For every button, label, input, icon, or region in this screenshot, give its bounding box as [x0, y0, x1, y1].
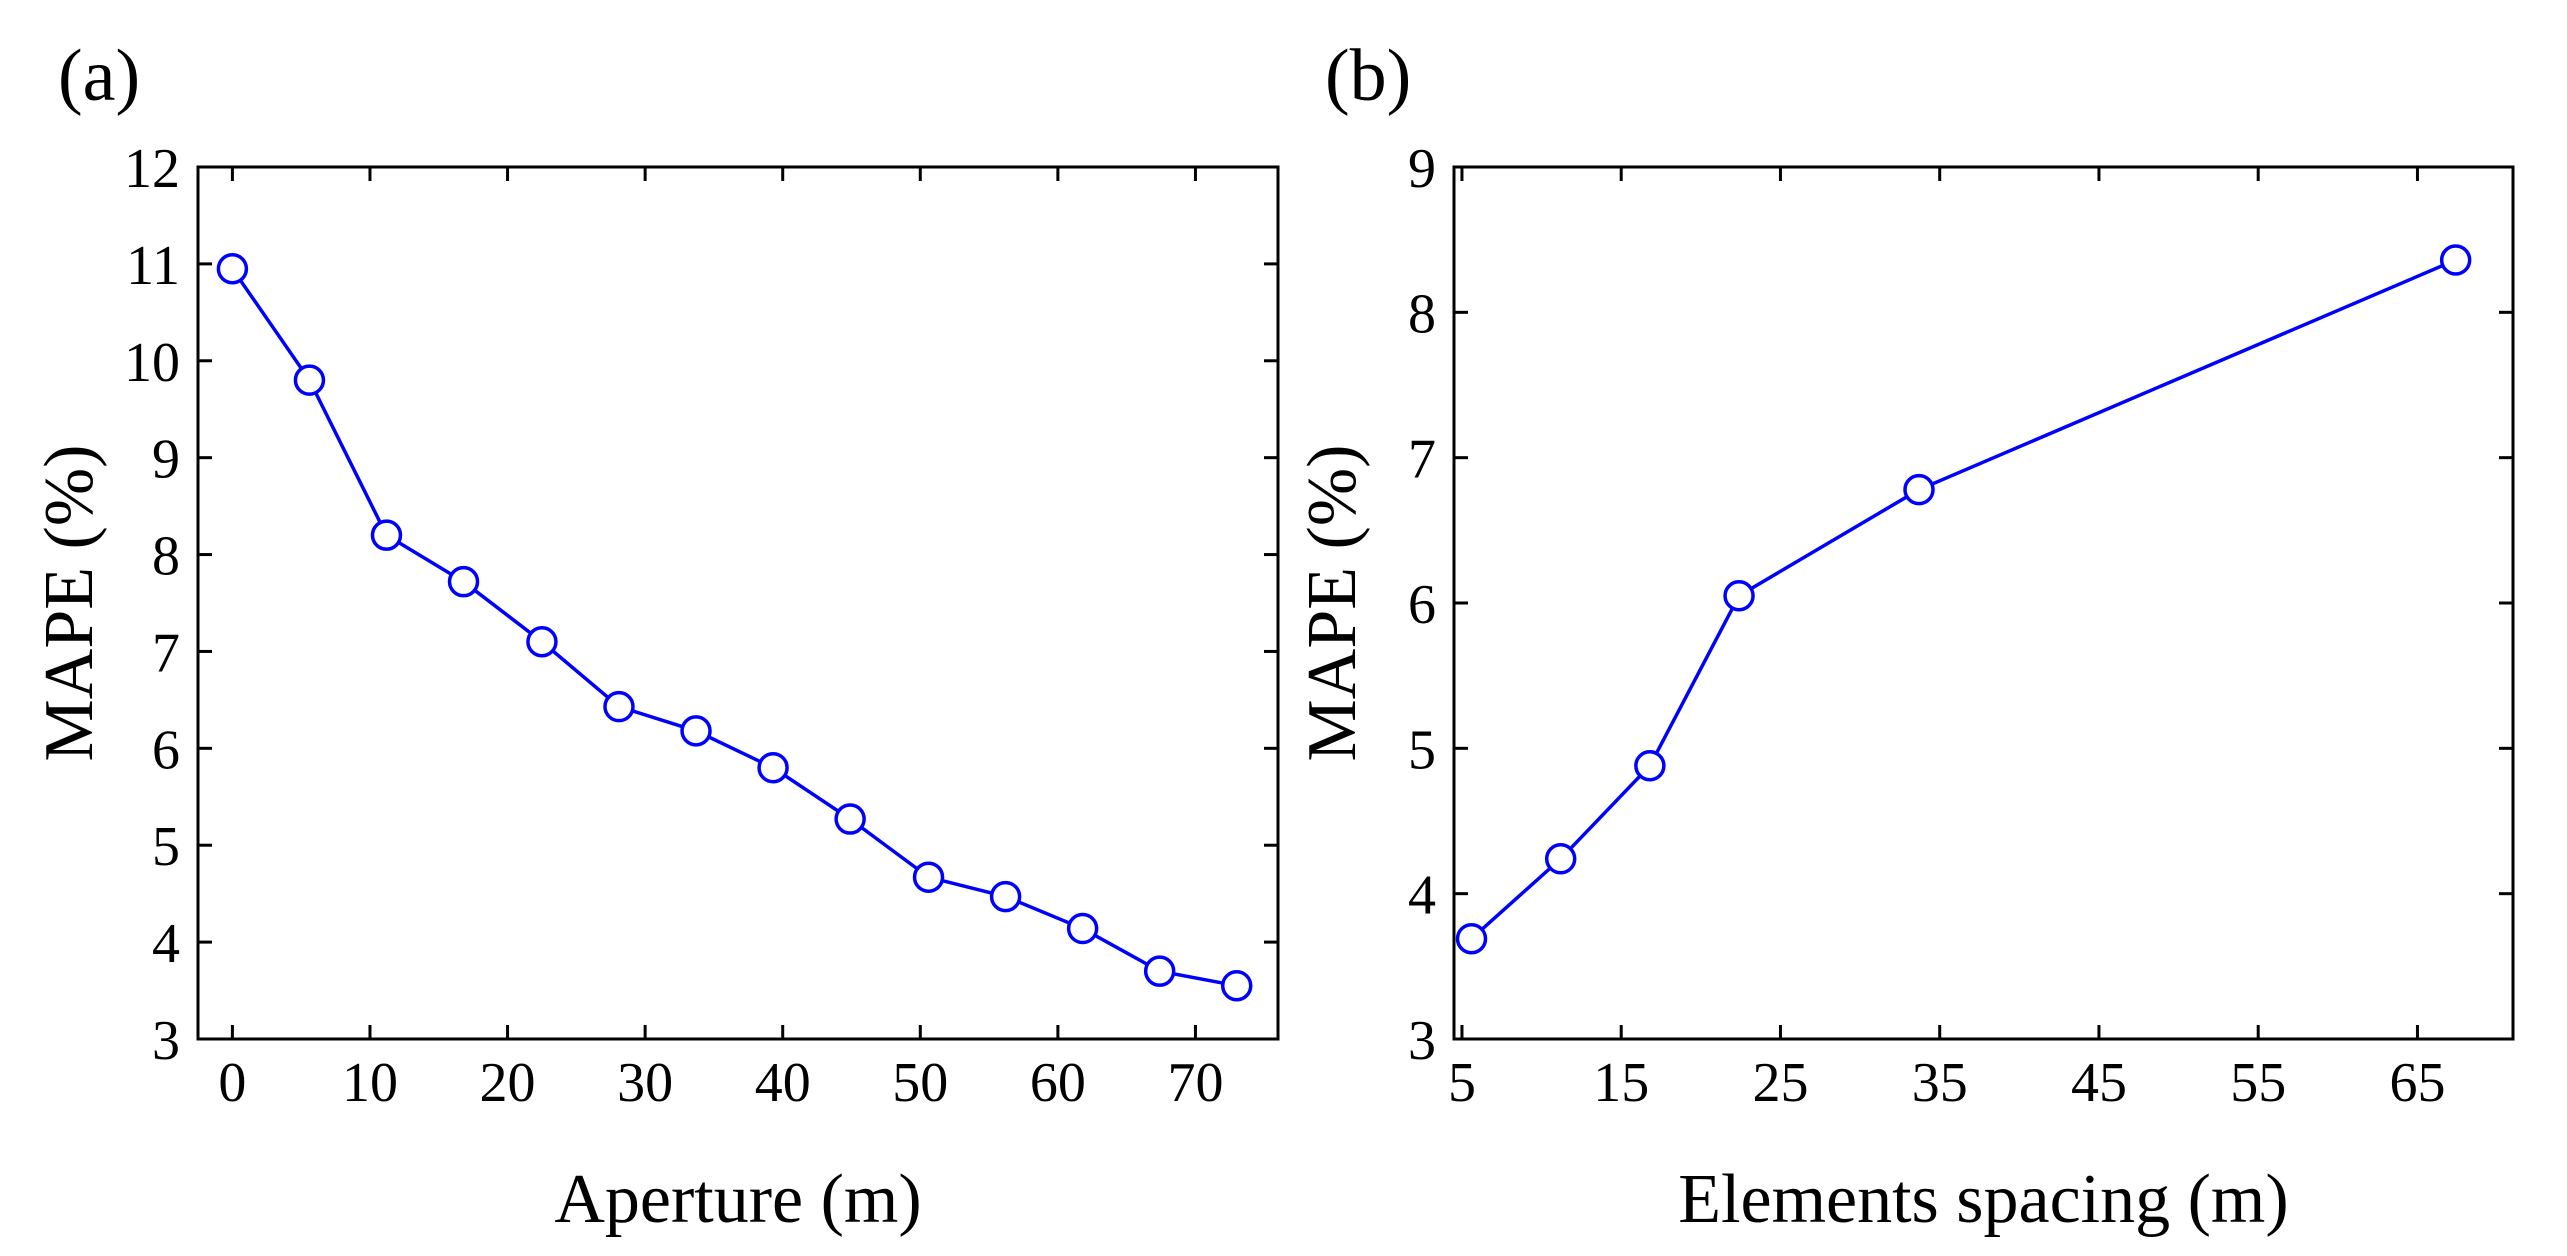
y-tick-label: 9	[152, 429, 180, 491]
data-point	[370, 519, 403, 551]
y-tick-label: 7	[152, 622, 180, 684]
data-point	[603, 690, 635, 723]
y-tick-label: 12	[124, 138, 180, 200]
y-axis-label: MAPE (%)	[31, 445, 108, 762]
data-point	[216, 252, 249, 285]
y-tick-label: 4	[1408, 865, 1436, 927]
panel-label: (b)	[1325, 35, 1411, 117]
x-tick-label: 25	[1752, 1052, 1808, 1114]
data-point	[526, 626, 558, 658]
plot-frame	[196, 165, 1280, 1041]
x-tick-label: 20	[480, 1052, 536, 1114]
x-tick-label: 30	[617, 1052, 673, 1114]
data-point	[2439, 244, 2472, 276]
x-axis-label: Elements spacing (m)	[1678, 1161, 2288, 1238]
x-tick-label: 60	[1030, 1052, 1086, 1114]
x-tick-label: 40	[755, 1052, 811, 1114]
panel-a: 0 10 20 30 40 50 60 70 3 4 5 6 7 8 9 10 11 12 Aperture (m)…	[31, 35, 1280, 1238]
x-tick-label: 10	[342, 1052, 398, 1114]
y-tick-label: 5	[152, 816, 180, 878]
y-tick-label: 7	[1408, 429, 1436, 491]
y-tick-label: 4	[152, 913, 180, 975]
x-tick-label: 0	[218, 1052, 246, 1114]
data-point	[447, 565, 480, 598]
x-tick-label: 55	[2230, 1052, 2286, 1114]
data-point	[1143, 955, 1176, 987]
data-point	[989, 880, 1022, 913]
data-point	[1220, 969, 1253, 1002]
plot-frame	[1452, 165, 2515, 1041]
x-tick-label: 50	[892, 1052, 948, 1114]
y-tick-label: 3	[152, 1010, 180, 1072]
y-tick-label: 6	[152, 719, 180, 781]
y-tick-label: 9	[1408, 138, 1436, 200]
series-line	[1470, 258, 2457, 941]
y-tick-label: 8	[1408, 283, 1436, 345]
series-line	[230, 267, 1238, 988]
data-point	[1903, 473, 1935, 506]
y-axis-label: MAPE (%)	[1294, 445, 1371, 762]
data-point	[834, 803, 866, 835]
data-point	[1544, 843, 1577, 875]
y-tick-label: 3	[1408, 1010, 1436, 1072]
x-tick-label: 70	[1167, 1052, 1223, 1114]
x-tick-label: 15	[1593, 1052, 1649, 1114]
data-point	[912, 861, 945, 893]
data-point	[1723, 579, 1755, 612]
data-point	[1066, 912, 1099, 945]
y-tick-label: 8	[152, 526, 180, 588]
x-tick-label: 5	[1448, 1052, 1476, 1114]
data-point	[680, 715, 712, 747]
panel-label: (a)	[58, 35, 140, 117]
x-axis-label: Aperture (m)	[554, 1161, 921, 1238]
y-tick-label: 6	[1408, 574, 1436, 636]
data-point	[1634, 750, 1666, 782]
y-tick-label: 5	[1408, 719, 1436, 781]
x-tick-label: 45	[2071, 1052, 2127, 1114]
y-tick-label: 11	[126, 235, 180, 297]
x-tick-label: 65	[2389, 1052, 2445, 1114]
y-tick-label: 10	[124, 332, 180, 394]
data-point	[1455, 922, 1488, 955]
x-tick-label: 35	[1912, 1052, 1968, 1114]
data-point	[757, 751, 789, 784]
data-point	[293, 364, 326, 396]
